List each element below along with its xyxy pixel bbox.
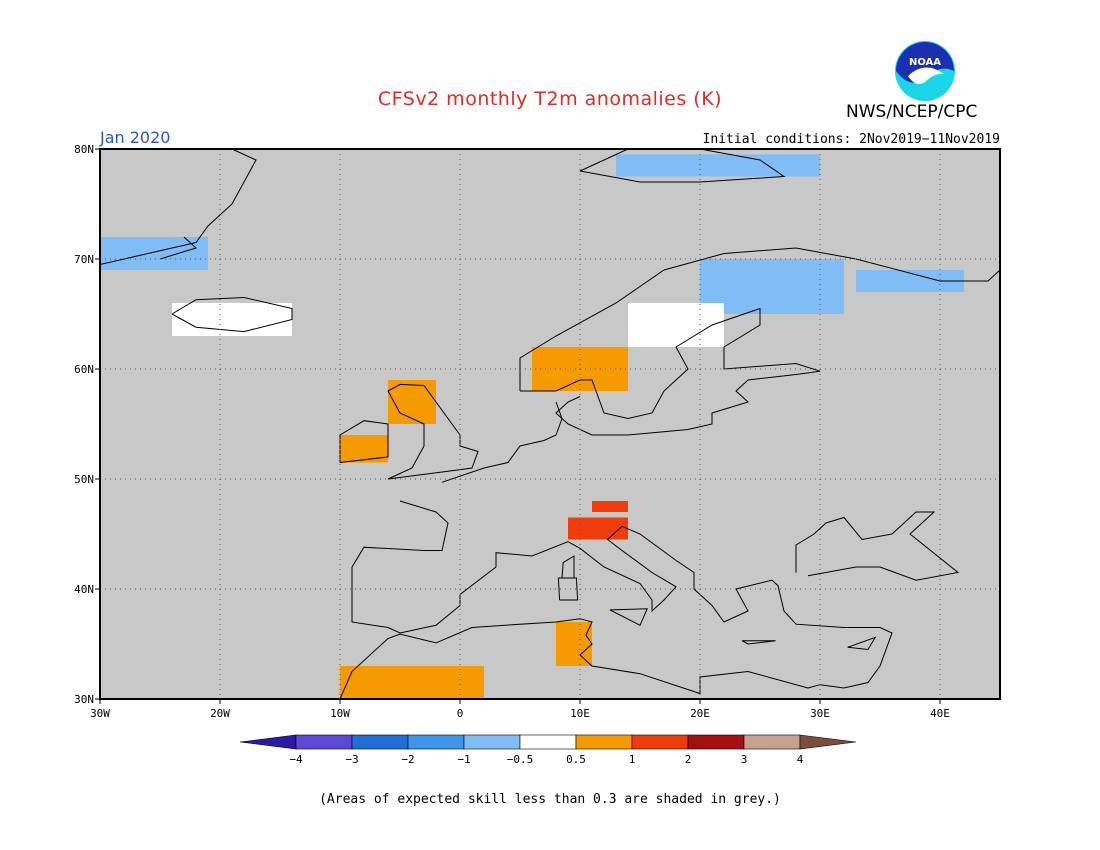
x-tick-label: 10W (330, 707, 350, 720)
colorbar-bin (351, 734, 409, 750)
colorbar-arrow-low (239, 734, 297, 750)
x-tick-label: 40E (930, 707, 950, 720)
anomaly-region-5 (628, 303, 724, 347)
agency-label: NWS/NCEP/CPC (846, 102, 978, 122)
anomaly-region-1 (100, 237, 208, 270)
colorbar-arrow-high (799, 734, 857, 750)
footnote: (Areas of expected skill less than 0.3 a… (319, 792, 781, 807)
map-plot-area (99, 148, 1001, 700)
colorbar-label: 3 (741, 753, 748, 766)
colorbar-bin (631, 734, 689, 750)
colorbar-bin (463, 734, 521, 750)
colorbar-label: −0.5 (507, 753, 534, 766)
anomaly-region-0 (616, 154, 820, 177)
colorbar-bin (519, 734, 577, 750)
colorbar-label: 1 (629, 753, 636, 766)
colorbar-bin (295, 734, 353, 750)
anomaly-region-7 (340, 435, 388, 463)
y-tick-label: 30N (74, 693, 94, 706)
colorbar-label: 2 (685, 753, 692, 766)
coastline-7 (441, 401, 563, 483)
colorbar-label: −2 (401, 753, 414, 766)
colorbar-label: −1 (457, 753, 470, 766)
map-background (100, 149, 1000, 699)
coastline-layer (99, 148, 1001, 700)
x-tick-label: 0 (457, 707, 464, 720)
coastline-9 (795, 511, 960, 581)
forecast-period: Jan 2020 (100, 128, 171, 147)
anomaly-layer (100, 154, 964, 699)
x-tick-label: 20W (210, 707, 230, 720)
colorbar-bin (575, 734, 633, 750)
axis-ticks: 30W 20W 10W 0 10E 20E 30E 40E 80N 70N 60N 50N 40N 30N (74, 143, 950, 720)
anomaly-region-9 (592, 501, 628, 512)
anomaly-region-3 (856, 270, 964, 292)
y-tick-label: 80N (74, 143, 94, 156)
y-tick-label: 40N (74, 583, 94, 596)
coastline-11 (557, 577, 579, 601)
coastline-12 (609, 608, 648, 626)
map-frame (99, 148, 1001, 700)
initial-conditions: Initial conditions: 2Nov2019−11Nov2019 (702, 132, 1000, 147)
anomaly-region-11 (556, 622, 592, 666)
y-tick-label: 60N (74, 363, 94, 376)
x-tick-label: 10E (570, 707, 590, 720)
y-tick-label: 70N (74, 253, 94, 266)
anomaly-region-12 (340, 666, 484, 699)
colorbar-bin (743, 734, 801, 750)
anomaly-region-8 (388, 380, 436, 424)
coastline-6 (351, 500, 893, 689)
coastline-4 (387, 383, 479, 480)
y-tick-label: 50N (74, 473, 94, 486)
colorbar-label: −4 (289, 753, 303, 766)
grid-layer (100, 149, 1000, 699)
colorbar: −4 −3 −2 −1 −0.5 0.5 1 2 3 4 (239, 734, 857, 766)
coastline-3 (520, 307, 821, 436)
logo-text: NOAA (909, 57, 941, 68)
x-tick-label: 30W (90, 707, 110, 720)
coastline-1 (171, 296, 293, 333)
colorbar-label: 0.5 (566, 753, 586, 766)
colorbar-label: −3 (345, 753, 358, 766)
x-tick-label: 20E (690, 707, 710, 720)
coastline-2 (519, 247, 1001, 391)
coastline-14 (847, 636, 877, 651)
colorbar-bin (687, 734, 745, 750)
anomaly-region-4 (172, 303, 292, 336)
x-tick-label: 30E (810, 707, 830, 720)
coastline-13 (741, 640, 776, 645)
colorbar-label: 4 (797, 753, 804, 766)
noaa-logo-icon: NOAA (894, 40, 956, 102)
coastline-16 (159, 236, 197, 260)
colorbar-bin (407, 734, 465, 750)
map-title: CFSv2 monthly T2m anomalies (K) (377, 88, 723, 110)
